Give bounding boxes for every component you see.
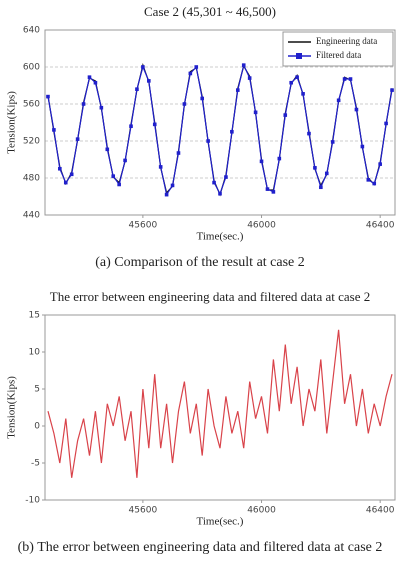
y-tick-label: 440 bbox=[23, 211, 40, 221]
data-marker bbox=[63, 180, 68, 185]
chart-title: The error between engineering data and f… bbox=[50, 289, 371, 304]
data-marker bbox=[277, 156, 282, 161]
data-marker bbox=[87, 75, 92, 79]
y-tick-label: 640 bbox=[23, 26, 40, 36]
data-marker bbox=[301, 92, 305, 96]
legend-box bbox=[282, 31, 394, 67]
data-marker bbox=[241, 63, 246, 67]
plot-frame bbox=[44, 314, 396, 501]
plot-frame bbox=[44, 29, 396, 216]
data-marker bbox=[336, 98, 341, 103]
data-marker bbox=[182, 102, 187, 106]
x-tick-label: 45600 bbox=[129, 221, 158, 231]
data-marker bbox=[46, 94, 50, 99]
data-marker bbox=[69, 172, 74, 177]
data-marker bbox=[265, 187, 270, 191]
caption: (b) The error between engineering data a… bbox=[18, 540, 383, 555]
data-marker bbox=[99, 105, 104, 110]
data-marker bbox=[384, 121, 388, 126]
legend-marker bbox=[296, 53, 302, 59]
data-marker bbox=[135, 87, 139, 91]
data-marker bbox=[235, 88, 240, 92]
data-marker bbox=[289, 80, 293, 85]
x-tick-label: 46400 bbox=[366, 221, 395, 231]
data-marker bbox=[141, 65, 145, 69]
data-marker bbox=[372, 181, 377, 186]
data-marker bbox=[75, 137, 80, 141]
data-marker bbox=[81, 102, 86, 106]
y-tick-label: 5 bbox=[34, 385, 40, 395]
chart-title: Case 2 (45,301 ~ 46,500) bbox=[144, 4, 276, 19]
data-marker bbox=[253, 110, 258, 115]
x-axis-label: Time(sec.) bbox=[197, 231, 244, 243]
data-line bbox=[47, 63, 393, 197]
x-axis-label: Time(sec.) bbox=[197, 516, 244, 528]
y-tick-label: -5 bbox=[31, 459, 40, 469]
y-tick-label: 15 bbox=[29, 311, 40, 321]
legend-label: Filtered data bbox=[316, 50, 361, 60]
data-marker bbox=[147, 79, 151, 83]
data-marker bbox=[93, 80, 98, 85]
data-marker bbox=[230, 129, 234, 134]
y-tick-label: -10 bbox=[25, 496, 40, 506]
data-marker bbox=[170, 183, 175, 188]
y-axis-label: Tension(Kips) bbox=[6, 91, 18, 154]
data-marker bbox=[283, 113, 288, 117]
data-marker bbox=[58, 166, 62, 171]
y-tick-label: 480 bbox=[23, 174, 40, 184]
data-marker bbox=[194, 65, 199, 69]
data-marker bbox=[164, 192, 169, 197]
x-tick-label: 46000 bbox=[247, 221, 276, 231]
data-marker bbox=[212, 180, 216, 185]
data-marker bbox=[360, 144, 365, 149]
x-tick-label: 45600 bbox=[129, 506, 158, 516]
data-marker bbox=[218, 191, 222, 196]
data-marker bbox=[200, 96, 205, 101]
data-marker bbox=[348, 77, 353, 81]
data-marker bbox=[123, 158, 127, 163]
y-tick-label: 10 bbox=[29, 348, 41, 358]
data-marker bbox=[295, 75, 299, 79]
data-marker bbox=[271, 190, 276, 194]
data-marker bbox=[390, 88, 394, 92]
legend-label: Engineering data bbox=[316, 36, 377, 46]
data-marker bbox=[176, 151, 181, 155]
data-marker bbox=[158, 165, 163, 169]
data-line bbox=[47, 62, 393, 197]
data-marker bbox=[105, 147, 110, 152]
data-marker bbox=[307, 131, 311, 136]
y-tick-label: 560 bbox=[23, 100, 40, 110]
y-tick-label: 600 bbox=[23, 63, 40, 73]
x-tick-label: 46000 bbox=[247, 506, 276, 516]
y-axis-label: Tension(Kips) bbox=[6, 376, 18, 439]
data-marker bbox=[117, 182, 121, 187]
data-marker bbox=[247, 76, 252, 80]
data-marker bbox=[330, 140, 335, 144]
data-marker bbox=[206, 139, 210, 143]
caption: (a) Comparison of the result at case 2 bbox=[95, 255, 305, 270]
data-marker bbox=[319, 185, 323, 190]
data-marker bbox=[259, 159, 264, 164]
data-marker bbox=[188, 71, 193, 76]
data-marker bbox=[354, 107, 359, 112]
y-tick-label: 520 bbox=[23, 137, 40, 147]
x-tick-label: 46400 bbox=[366, 506, 395, 516]
data-marker bbox=[152, 122, 157, 127]
data-marker bbox=[224, 175, 228, 179]
data-marker bbox=[52, 128, 56, 132]
data-marker bbox=[342, 77, 347, 81]
data-marker bbox=[324, 171, 329, 176]
data-marker bbox=[378, 162, 382, 166]
data-marker bbox=[111, 174, 116, 178]
y-tick-label: 0 bbox=[34, 422, 40, 432]
data-marker bbox=[366, 178, 371, 182]
data-line bbox=[47, 329, 393, 478]
data-marker bbox=[129, 124, 133, 128]
data-marker bbox=[313, 166, 317, 170]
